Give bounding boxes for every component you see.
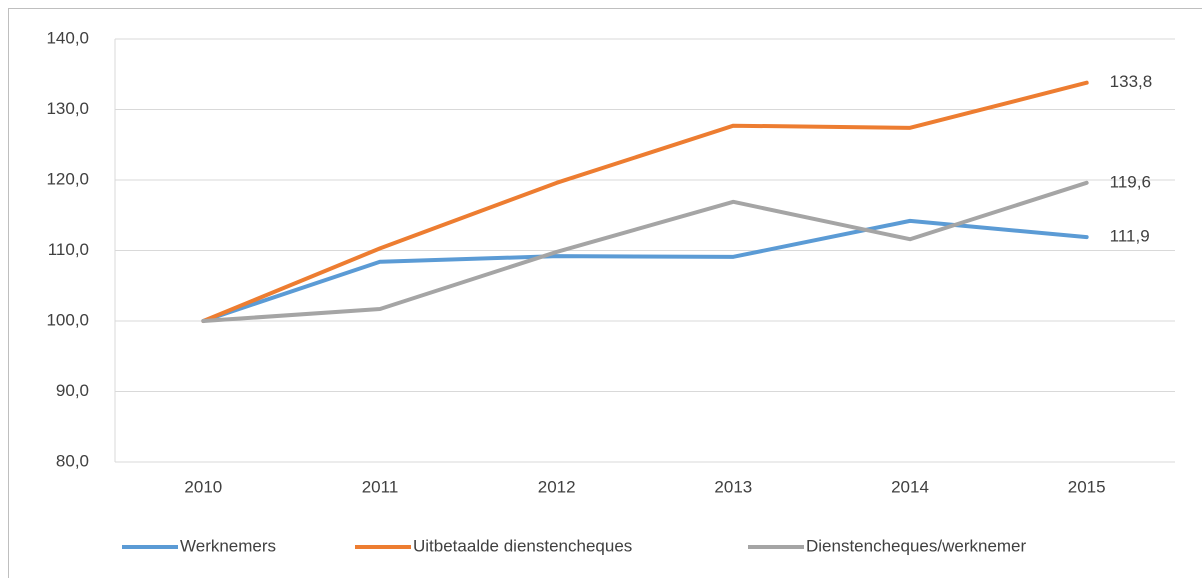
- y-tick-label: 130,0: [46, 99, 89, 118]
- x-tick-label: 2011: [362, 477, 399, 496]
- data-label: 133,8: [1110, 72, 1153, 91]
- legend-label: Werknemers: [180, 536, 276, 555]
- y-tick-label: 110,0: [48, 240, 89, 259]
- data-label: 111,9: [1110, 227, 1150, 246]
- legend-label: Dienstencheques/werknemer: [806, 536, 1027, 555]
- x-tick-label: 2014: [891, 477, 929, 496]
- y-tick-label: 100,0: [46, 310, 89, 329]
- x-tick-label: 2010: [184, 477, 222, 496]
- data-label: 119,6: [1110, 172, 1151, 191]
- y-tick-label: 80,0: [56, 451, 89, 470]
- legend-label: Uitbetaalde dienstencheques: [413, 536, 632, 555]
- y-tick-label: 140,0: [46, 28, 89, 47]
- series-line: [201, 218, 1089, 323]
- x-tick-label: 2013: [714, 477, 752, 496]
- series-line: [201, 80, 1089, 323]
- x-tick-label: 2012: [538, 477, 576, 496]
- chart-border: [8, 8, 1202, 578]
- y-tick-label: 90,0: [56, 381, 89, 400]
- series-line: [201, 180, 1089, 323]
- y-tick-label: 120,0: [46, 169, 89, 188]
- x-tick-label: 2015: [1068, 477, 1106, 496]
